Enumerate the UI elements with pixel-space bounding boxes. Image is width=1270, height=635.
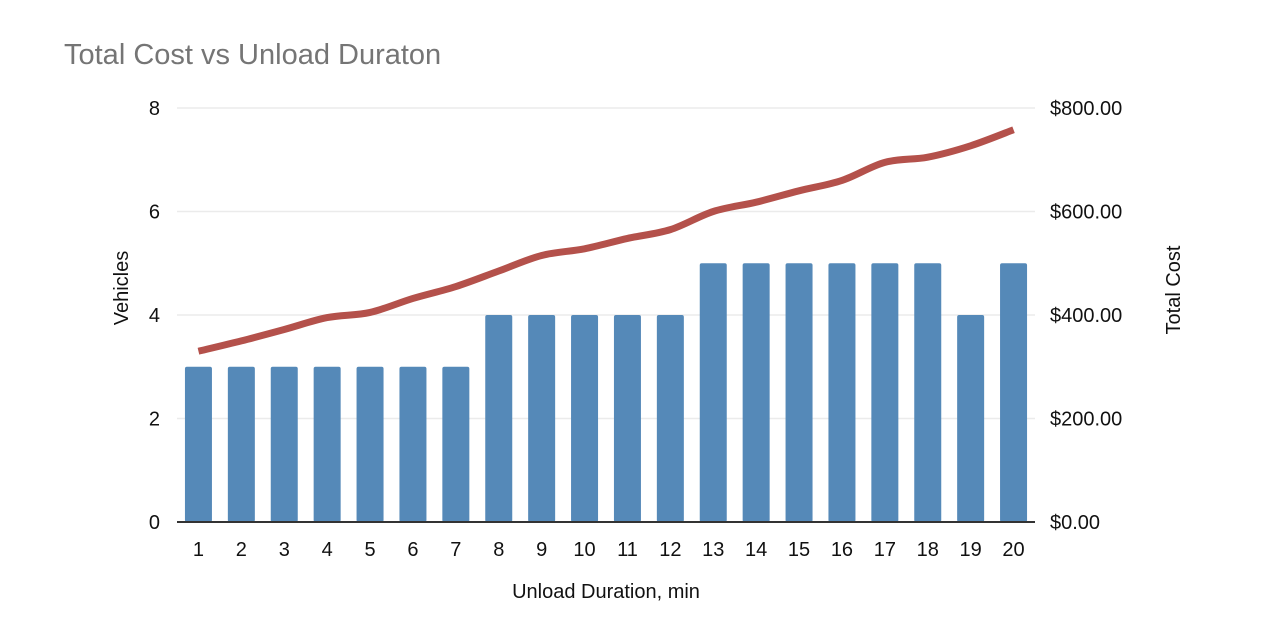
bar (356, 366, 384, 522)
bar-series (184, 263, 1028, 522)
bar (528, 315, 556, 522)
bar (785, 263, 813, 522)
bar (399, 366, 427, 522)
bar (227, 366, 255, 522)
y2-tick-label: $400.00 (1050, 305, 1122, 327)
right-axis-ticks: $0.00 $200.00 $400.00 $600.00 $800.00 (1050, 98, 1122, 534)
total-cost-line (197, 126, 1015, 355)
x-tick-label: 19 (960, 539, 982, 561)
x-tick-label: 7 (450, 539, 461, 561)
y-tick-label: 8 (149, 98, 160, 120)
bar (313, 366, 341, 522)
bar (914, 263, 942, 522)
y-tick-label: 6 (149, 202, 160, 224)
bar (485, 315, 513, 522)
x-tick-label: 6 (407, 539, 418, 561)
y-tick-label: 0 (149, 512, 160, 534)
x-tick-label: 5 (364, 539, 375, 561)
x-axis-title: Unload Duration, min (512, 581, 700, 603)
x-tick-label: 12 (659, 539, 681, 561)
x-tick-label: 4 (322, 539, 333, 561)
y2-tick-label: $0.00 (1050, 512, 1100, 534)
bar (184, 366, 212, 522)
x-tick-label: 15 (788, 539, 810, 561)
bar (871, 263, 899, 522)
bar (571, 315, 599, 522)
x-tick-label: 2 (236, 539, 247, 561)
x-tick-label: 14 (745, 539, 767, 561)
bar (270, 366, 298, 522)
x-tick-label: 10 (573, 539, 595, 561)
line-series (197, 126, 1015, 355)
x-tick-label: 13 (702, 539, 724, 561)
x-tick-label: 9 (536, 539, 547, 561)
gridlines (177, 107, 1035, 420)
y2-tick-label: $800.00 (1050, 98, 1122, 120)
bar (828, 263, 856, 522)
y2-tick-label: $200.00 (1050, 409, 1122, 431)
y2-axis-title: Total Cost (1163, 245, 1185, 334)
x-tick-label: 3 (279, 539, 290, 561)
bar (442, 366, 470, 522)
x-axis-ticks: 1 2 3 4 5 6 7 8 9 10 11 12 13 14 15 16 17 18 19 20 (193, 539, 1025, 561)
chart-title: Total Cost vs Unload Duraton (64, 39, 441, 71)
y-tick-label: 2 (149, 409, 160, 431)
x-tick-label: 18 (917, 539, 939, 561)
bar (613, 315, 641, 522)
x-tick-label: 8 (493, 539, 504, 561)
x-tick-label: 11 (617, 539, 638, 561)
y2-tick-label: $600.00 (1050, 202, 1122, 224)
left-axis-ticks: 0 2 4 6 8 (149, 98, 160, 534)
bar (957, 315, 985, 522)
x-tick-label: 1 (193, 539, 204, 561)
y-tick-label: 4 (149, 305, 160, 327)
bar (656, 315, 684, 522)
bar (1000, 263, 1028, 522)
x-tick-label: 16 (831, 539, 853, 561)
y-axis-title: Vehicles (111, 251, 133, 326)
bar (742, 263, 770, 522)
x-tick-label: 17 (874, 539, 896, 561)
x-tick-label: 20 (1002, 539, 1024, 561)
bar (699, 263, 727, 522)
